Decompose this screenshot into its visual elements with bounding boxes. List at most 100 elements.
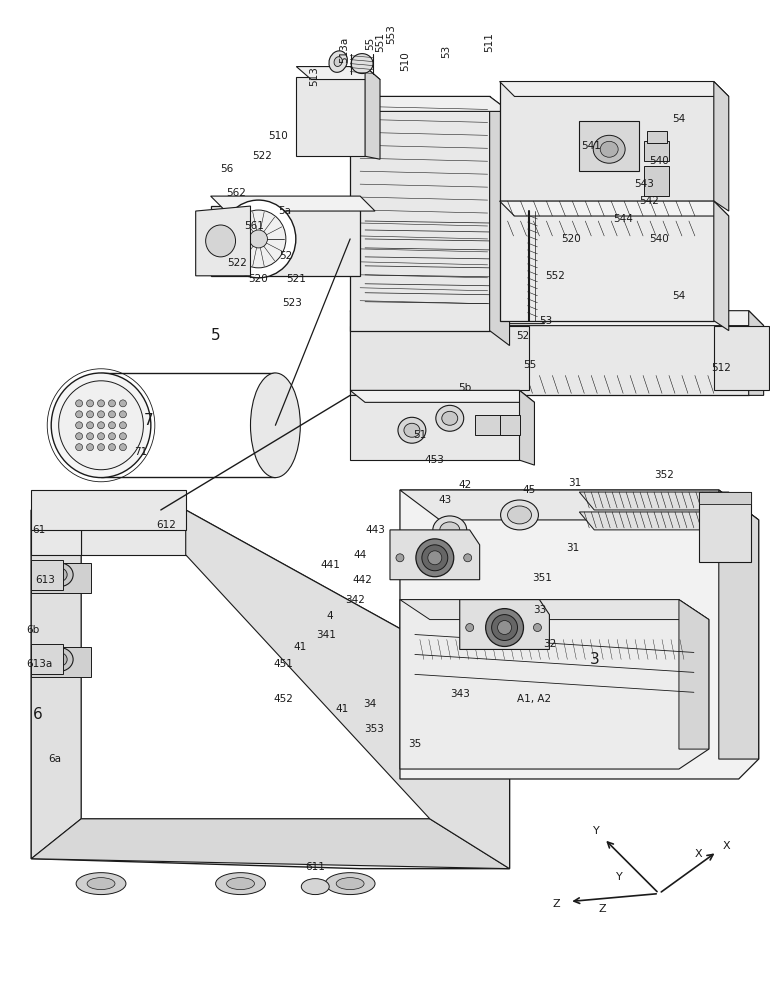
Ellipse shape xyxy=(45,563,73,587)
Ellipse shape xyxy=(86,422,93,429)
Text: Y: Y xyxy=(593,826,600,836)
Polygon shape xyxy=(186,510,510,869)
Polygon shape xyxy=(350,96,510,111)
Text: 45: 45 xyxy=(523,485,536,495)
Ellipse shape xyxy=(109,400,116,407)
Ellipse shape xyxy=(601,141,618,157)
Polygon shape xyxy=(500,201,729,216)
Polygon shape xyxy=(210,206,360,276)
Polygon shape xyxy=(365,67,380,159)
Polygon shape xyxy=(679,600,709,749)
Ellipse shape xyxy=(439,522,460,538)
Text: 523: 523 xyxy=(282,298,302,308)
Text: 353: 353 xyxy=(364,724,384,734)
Polygon shape xyxy=(579,512,744,530)
Bar xyxy=(647,131,667,143)
Polygon shape xyxy=(579,492,744,510)
Text: 6b: 6b xyxy=(27,625,40,635)
Polygon shape xyxy=(350,326,530,390)
Ellipse shape xyxy=(329,51,348,72)
Ellipse shape xyxy=(120,422,126,429)
Text: 451: 451 xyxy=(274,659,293,669)
Polygon shape xyxy=(400,600,709,769)
Ellipse shape xyxy=(98,422,105,429)
Ellipse shape xyxy=(76,444,82,451)
Polygon shape xyxy=(500,82,714,201)
Ellipse shape xyxy=(433,516,466,544)
Polygon shape xyxy=(400,600,709,620)
Ellipse shape xyxy=(76,433,82,440)
Text: 543: 543 xyxy=(634,179,654,189)
Bar xyxy=(475,415,503,435)
Text: 53: 53 xyxy=(539,316,552,326)
Text: 42: 42 xyxy=(458,480,471,490)
Ellipse shape xyxy=(500,500,538,530)
Ellipse shape xyxy=(98,433,105,440)
Ellipse shape xyxy=(51,652,67,666)
Text: 613a: 613a xyxy=(26,659,52,669)
Text: 540: 540 xyxy=(649,234,669,244)
Ellipse shape xyxy=(109,422,116,429)
Ellipse shape xyxy=(486,609,524,646)
Text: 542: 542 xyxy=(639,196,659,206)
Ellipse shape xyxy=(404,423,420,437)
Text: 41: 41 xyxy=(294,642,307,652)
Text: 31: 31 xyxy=(567,478,581,488)
Text: 443: 443 xyxy=(365,525,385,535)
Ellipse shape xyxy=(76,422,82,429)
Text: 34: 34 xyxy=(363,699,377,709)
Text: 561: 561 xyxy=(244,221,264,231)
Text: 71: 71 xyxy=(134,447,147,457)
Polygon shape xyxy=(350,311,749,395)
Text: 61: 61 xyxy=(32,525,46,535)
Ellipse shape xyxy=(436,405,463,431)
Ellipse shape xyxy=(86,400,93,407)
Text: 544: 544 xyxy=(613,214,633,224)
Polygon shape xyxy=(390,530,480,580)
Ellipse shape xyxy=(301,879,329,895)
Text: 5a: 5a xyxy=(278,206,291,216)
Text: 32: 32 xyxy=(543,639,556,649)
Ellipse shape xyxy=(497,621,511,635)
Ellipse shape xyxy=(98,444,105,451)
Polygon shape xyxy=(296,77,365,156)
Text: 453: 453 xyxy=(425,455,445,465)
Polygon shape xyxy=(714,201,729,331)
Polygon shape xyxy=(296,67,380,80)
Ellipse shape xyxy=(109,411,116,418)
Text: 510: 510 xyxy=(400,52,410,71)
Polygon shape xyxy=(32,510,81,555)
Text: 52: 52 xyxy=(516,331,529,341)
Text: 44: 44 xyxy=(353,550,367,560)
Ellipse shape xyxy=(51,568,67,582)
Text: X: X xyxy=(723,841,731,851)
Ellipse shape xyxy=(334,57,342,66)
Polygon shape xyxy=(460,600,550,649)
Text: 41: 41 xyxy=(335,704,348,714)
Polygon shape xyxy=(350,311,763,326)
Polygon shape xyxy=(32,510,81,859)
Ellipse shape xyxy=(231,210,286,268)
Text: 513: 513 xyxy=(309,67,319,86)
Text: 551: 551 xyxy=(375,32,385,52)
Ellipse shape xyxy=(351,54,373,74)
Polygon shape xyxy=(749,311,763,395)
Polygon shape xyxy=(210,196,375,211)
Bar xyxy=(699,492,751,504)
Text: 52: 52 xyxy=(279,251,292,261)
Ellipse shape xyxy=(45,647,73,671)
Polygon shape xyxy=(81,555,430,819)
Text: Y: Y xyxy=(616,872,622,882)
Text: 541: 541 xyxy=(581,141,601,151)
Text: Z: Z xyxy=(598,904,606,914)
Polygon shape xyxy=(32,490,186,530)
Text: 511: 511 xyxy=(485,32,495,52)
Text: 6a: 6a xyxy=(49,754,62,764)
Ellipse shape xyxy=(416,539,454,577)
Ellipse shape xyxy=(86,444,93,451)
Bar xyxy=(699,492,751,562)
Text: 5: 5 xyxy=(210,328,221,343)
Text: 510: 510 xyxy=(268,131,288,141)
Ellipse shape xyxy=(428,551,442,565)
Text: 4: 4 xyxy=(327,611,334,621)
